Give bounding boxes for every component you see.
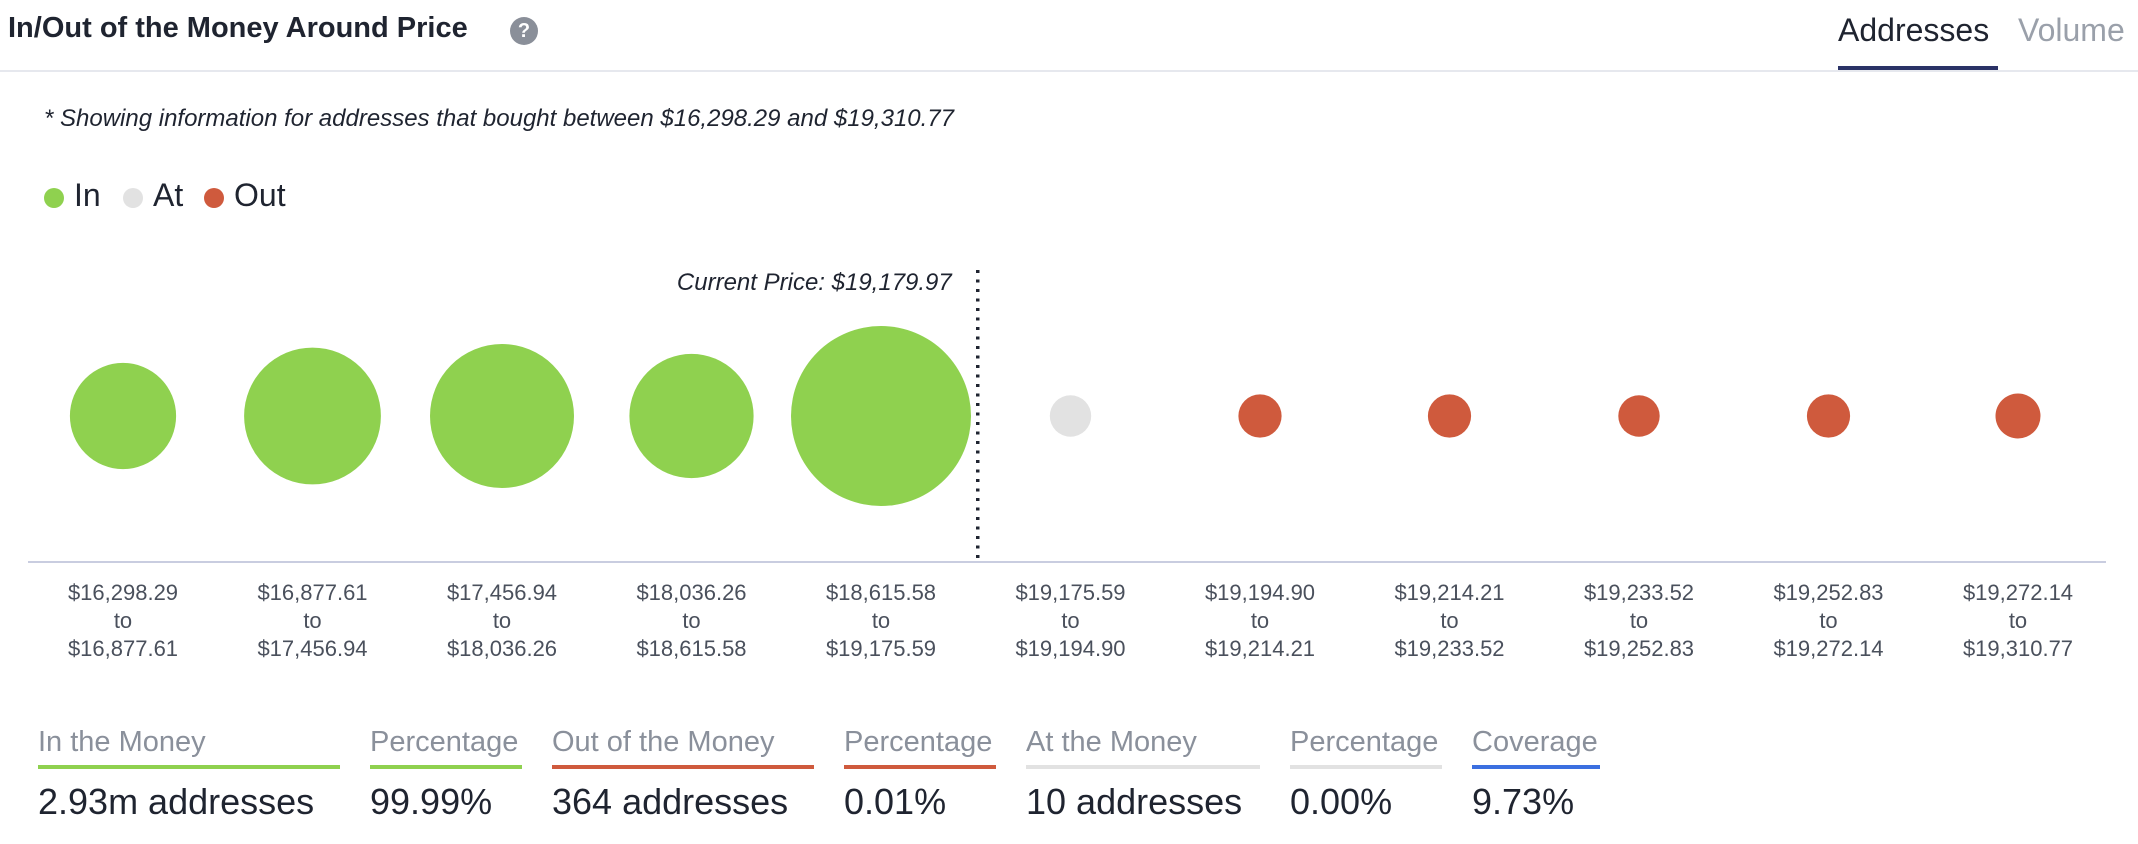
- stat-label: In the Money: [38, 726, 340, 765]
- stat-at-percentage: Percentage 0.00%: [1290, 726, 1442, 823]
- stat-value: 0.00%: [1290, 781, 1442, 823]
- tick-label: $19,194.90: [1015, 636, 1125, 661]
- tick-label: to: [872, 608, 890, 633]
- stats-row: In the Money 2.93m addresses Percentage …: [0, 726, 2138, 836]
- page-title: In/Out of the Money Around Price: [8, 12, 468, 45]
- bubble-chart: $16,298.29 to $16,877.61 $16,877.61 to $17,45…: [0, 240, 2138, 670]
- bubble-out[interactable]: [1428, 394, 1471, 437]
- stat-out-percentage: Percentage 0.01%: [844, 726, 996, 823]
- bubble-out[interactable]: [1238, 394, 1281, 437]
- stat-bar: [552, 765, 814, 769]
- legend-dot-out: [204, 188, 224, 208]
- stat-label: Percentage: [844, 726, 996, 765]
- question-circle-icon[interactable]: ?: [510, 17, 538, 45]
- stat-bar: [844, 765, 996, 769]
- bubble-in[interactable]: [430, 344, 574, 488]
- legend-label-at: At: [153, 177, 183, 214]
- stat-label: Percentage: [1290, 726, 1442, 765]
- tick-label: $19,272.14: [1773, 636, 1883, 661]
- stat-label: Percentage: [370, 726, 522, 765]
- tick-label: $19,194.90: [1205, 580, 1315, 605]
- tick-label: $19,233.52: [1584, 580, 1694, 605]
- bubble-in[interactable]: [629, 354, 753, 478]
- stat-bar: [1290, 765, 1442, 769]
- tick-label: $19,233.52: [1394, 636, 1504, 661]
- stat-out-of-the-money: Out of the Money 364 addresses: [552, 726, 814, 823]
- tick-label: $17,456.94: [257, 636, 367, 661]
- tick-label: $19,214.21: [1205, 636, 1315, 661]
- tick-label: $19,252.83: [1773, 580, 1883, 605]
- tick-label: to: [114, 608, 132, 633]
- stat-value: 2.93m addresses: [38, 781, 340, 823]
- stat-label: Coverage: [1472, 726, 1600, 765]
- stat-bar: [38, 765, 340, 769]
- tick-label: to: [1440, 608, 1458, 633]
- tab-volume[interactable]: Volume: [2018, 12, 2125, 49]
- tick-label: $19,175.59: [826, 636, 936, 661]
- range-note: * Showing information for addresses that…: [44, 105, 954, 133]
- stat-at-the-money: At the Money 10 addresses: [1026, 726, 1260, 823]
- tick-label: to: [303, 608, 321, 633]
- current-price-label: Current Price: $19,179.97: [677, 269, 953, 296]
- stat-value: 364 addresses: [552, 781, 814, 823]
- tick-label: $18,615.58: [636, 636, 746, 661]
- tick-label: $16,877.61: [68, 636, 178, 661]
- tab-addresses[interactable]: Addresses: [1838, 12, 1989, 49]
- tick-label: $19,214.21: [1394, 580, 1504, 605]
- bubble-at[interactable]: [1050, 395, 1091, 436]
- tick-label: to: [682, 608, 700, 633]
- tick-label: to: [1251, 608, 1269, 633]
- tick-label: $18,036.26: [447, 636, 557, 661]
- stat-value: 10 addresses: [1026, 781, 1260, 823]
- tick-label: $19,310.77: [1963, 636, 2073, 661]
- legend-dot-at: [123, 188, 143, 208]
- bubble-out[interactable]: [1807, 394, 1850, 437]
- active-tab-indicator: [1838, 66, 1998, 70]
- stat-coverage: Coverage 9.73%: [1472, 726, 1600, 823]
- bubble-in[interactable]: [70, 363, 176, 469]
- header: In/Out of the Money Around Price ? Addre…: [0, 0, 2138, 72]
- stat-in-the-money: In the Money 2.93m addresses: [38, 726, 340, 823]
- stat-value: 9.73%: [1472, 781, 1600, 823]
- tick-label: $17,456.94: [447, 580, 557, 605]
- tick-label: to: [1819, 608, 1837, 633]
- tick-label: to: [1061, 608, 1079, 633]
- stat-label: Out of the Money: [552, 726, 814, 765]
- tick-label: to: [493, 608, 511, 633]
- tick-label: $18,615.58: [826, 580, 936, 605]
- bubble-out[interactable]: [1618, 395, 1659, 436]
- stat-value: 0.01%: [844, 781, 996, 823]
- tick-label: $19,175.59: [1015, 580, 1125, 605]
- bubble-out[interactable]: [1996, 394, 2041, 439]
- bubble-in[interactable]: [791, 326, 971, 506]
- stat-bar: [1472, 765, 1600, 769]
- tick-label: $19,272.14: [1963, 580, 2073, 605]
- stat-value: 99.99%: [370, 781, 522, 823]
- tick-label: $16,298.29: [68, 580, 178, 605]
- stat-in-percentage: Percentage 99.99%: [370, 726, 522, 823]
- tick-label: $16,877.61: [257, 580, 367, 605]
- bubble-in[interactable]: [244, 348, 381, 485]
- stat-label: At the Money: [1026, 726, 1260, 765]
- tick-label: $19,252.83: [1584, 636, 1694, 661]
- legend-label-out: Out: [234, 177, 286, 214]
- tick-label: $18,036.26: [636, 580, 746, 605]
- legend-label-in: In: [74, 177, 101, 214]
- stat-bar: [370, 765, 522, 769]
- tick-label: to: [2009, 608, 2027, 633]
- tick-label: to: [1630, 608, 1648, 633]
- legend-dot-in: [44, 188, 64, 208]
- stat-bar: [1026, 765, 1260, 769]
